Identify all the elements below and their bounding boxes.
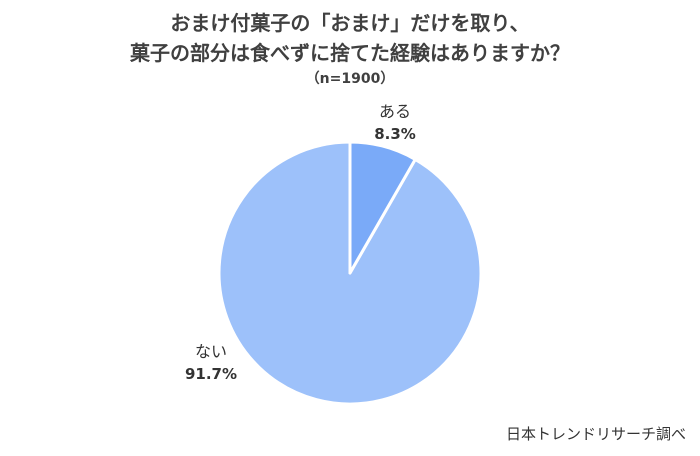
slice-label-aru-value: 8.3% bbox=[374, 125, 416, 143]
pie-slice-aru bbox=[348, 140, 417, 275]
chart-title-line-1: おまけ付菓子の「おまけ」だけを取り、 bbox=[170, 11, 530, 35]
chart-title-line-2: 菓子の部分は食べずに捨てた経験はありますか？ bbox=[130, 41, 570, 65]
chart-title: おまけ付菓子の「おまけ」だけを取り、 菓子の部分は食べずに捨てた経験はありますか… bbox=[0, 8, 700, 90]
slice-label-aru: ある 8.3% bbox=[360, 101, 430, 145]
source-note: 日本トレンドリサーチ調べ bbox=[505, 425, 686, 443]
chart-subtitle: （n=1900） bbox=[305, 71, 395, 87]
slice-label-nai: ない 91.7% bbox=[176, 341, 246, 385]
slice-label-nai-value: 91.7% bbox=[184, 365, 238, 383]
slice-label-aru-name: ある bbox=[378, 102, 411, 121]
slice-label-nai-name: ない bbox=[194, 342, 227, 361]
